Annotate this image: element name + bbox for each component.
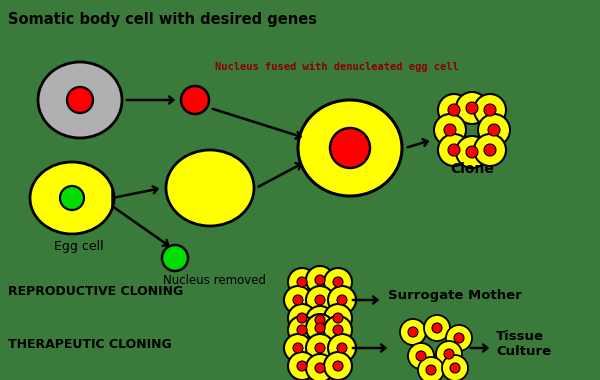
Circle shape: [315, 275, 325, 285]
Circle shape: [293, 343, 303, 353]
Circle shape: [324, 304, 352, 332]
Text: THERAPEUTIC CLONING: THERAPEUTIC CLONING: [8, 338, 172, 351]
Circle shape: [315, 315, 325, 325]
Circle shape: [478, 114, 510, 146]
Circle shape: [448, 144, 460, 156]
Circle shape: [474, 94, 506, 126]
Circle shape: [324, 316, 352, 344]
Text: Tissue
Culture: Tissue Culture: [496, 330, 551, 358]
Circle shape: [333, 277, 343, 287]
Circle shape: [444, 124, 456, 136]
Circle shape: [448, 104, 460, 116]
Circle shape: [297, 361, 307, 371]
Text: Nucleus removed: Nucleus removed: [163, 274, 266, 287]
Circle shape: [181, 86, 209, 114]
Circle shape: [436, 341, 462, 367]
Circle shape: [162, 245, 188, 271]
Circle shape: [330, 128, 370, 168]
Circle shape: [288, 316, 316, 344]
Circle shape: [442, 355, 468, 380]
Circle shape: [306, 306, 334, 334]
Circle shape: [337, 295, 347, 305]
Circle shape: [315, 343, 325, 353]
Ellipse shape: [166, 150, 254, 226]
Circle shape: [438, 134, 470, 166]
Circle shape: [306, 314, 334, 342]
Circle shape: [456, 92, 488, 124]
Circle shape: [324, 268, 352, 296]
Circle shape: [444, 349, 454, 359]
Circle shape: [450, 363, 460, 373]
Circle shape: [408, 327, 418, 337]
Circle shape: [474, 134, 506, 166]
Circle shape: [488, 124, 500, 136]
Circle shape: [328, 286, 356, 314]
Circle shape: [418, 357, 444, 380]
Circle shape: [297, 277, 307, 287]
Text: Surrogate Mother: Surrogate Mother: [388, 290, 522, 302]
Circle shape: [315, 295, 325, 305]
Circle shape: [306, 334, 334, 362]
Circle shape: [337, 343, 347, 353]
Circle shape: [333, 361, 343, 371]
Ellipse shape: [30, 162, 114, 234]
Circle shape: [466, 146, 478, 158]
Ellipse shape: [298, 100, 402, 196]
Text: Nucleus fused with denucleated egg cell: Nucleus fused with denucleated egg cell: [215, 62, 459, 72]
Circle shape: [333, 313, 343, 323]
Circle shape: [426, 365, 436, 375]
Circle shape: [324, 352, 352, 380]
Circle shape: [438, 94, 470, 126]
Circle shape: [288, 352, 316, 380]
Circle shape: [60, 186, 84, 210]
Circle shape: [284, 286, 312, 314]
Circle shape: [306, 286, 334, 314]
Circle shape: [288, 304, 316, 332]
Circle shape: [456, 136, 488, 168]
Circle shape: [432, 323, 442, 333]
Circle shape: [284, 334, 312, 362]
Circle shape: [434, 114, 466, 146]
Circle shape: [328, 334, 356, 362]
Circle shape: [306, 266, 334, 294]
Circle shape: [416, 351, 426, 361]
Circle shape: [67, 87, 93, 113]
Text: Clone: Clone: [450, 162, 494, 176]
Text: Egg cell: Egg cell: [54, 240, 104, 253]
Circle shape: [288, 268, 316, 296]
Circle shape: [315, 363, 325, 373]
Circle shape: [315, 323, 325, 333]
Circle shape: [424, 315, 450, 341]
Circle shape: [306, 354, 334, 380]
Circle shape: [408, 343, 434, 369]
Circle shape: [446, 325, 472, 351]
Circle shape: [297, 325, 307, 335]
Circle shape: [400, 319, 426, 345]
Circle shape: [484, 104, 496, 116]
Circle shape: [454, 333, 464, 343]
Text: Somatic body cell with desired genes: Somatic body cell with desired genes: [8, 12, 317, 27]
Circle shape: [484, 144, 496, 156]
Circle shape: [333, 325, 343, 335]
Circle shape: [293, 295, 303, 305]
Circle shape: [297, 313, 307, 323]
Text: REPRODUCTIVE CLONING: REPRODUCTIVE CLONING: [8, 285, 183, 298]
Ellipse shape: [38, 62, 122, 138]
Circle shape: [466, 102, 478, 114]
